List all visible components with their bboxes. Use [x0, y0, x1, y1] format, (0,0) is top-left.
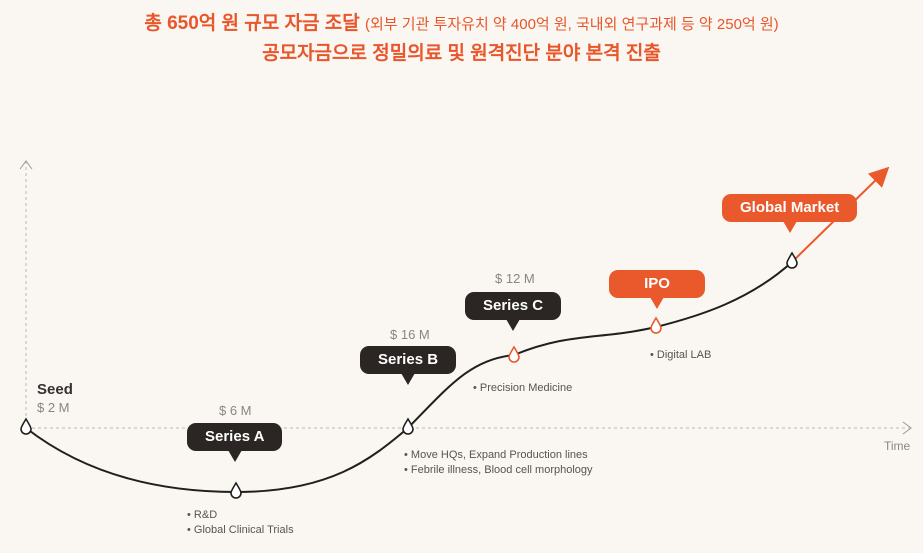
- series-b-marker-icon: [402, 417, 414, 435]
- seed-label: Seed: [37, 381, 73, 398]
- x-axis-label: Time: [884, 439, 911, 453]
- growth-curve: [25, 261, 793, 494]
- series-c-note-1: Precision Medicine: [473, 381, 572, 396]
- series-b-note-1: Move HQs, Expand Production lines: [404, 448, 588, 463]
- global-marker-icon: [786, 251, 798, 269]
- series-a-note-1: R&D: [187, 508, 217, 523]
- ipo-note-1: Digital LAB: [650, 348, 711, 363]
- ipo-marker-icon: [650, 316, 662, 334]
- series-b-note-2: Febrile illness, Blood cell morphology: [404, 463, 593, 478]
- seed-marker-icon: [20, 417, 32, 435]
- series-a-amount: $ 6 M: [219, 403, 252, 418]
- seed-amount: $ 2 M: [37, 400, 70, 415]
- series-c-amount: $ 12 M: [495, 271, 535, 286]
- series-c-marker-icon: [508, 345, 520, 363]
- headline-main: 총 650억 원 규모 자금 조달: [144, 13, 360, 34]
- headline-sub: (외부 기관 투자유치 약 400억 원, 국내외 연구과제 등 약 250억 …: [365, 16, 779, 33]
- series-b-amount: $ 16 M: [390, 327, 430, 342]
- ipo-bubble: IPO: [609, 270, 705, 309]
- series-a-note-2: Global Clinical Trials: [187, 523, 294, 538]
- y-axis-arrow-icon: [19, 160, 33, 170]
- series-a-marker-icon: [230, 481, 242, 499]
- headline-line-1: 총 650억 원 규모 자금 조달 (외부 기관 투자유치 약 400억 원, …: [0, 8, 923, 35]
- series-b-bubble: Series B: [360, 346, 457, 385]
- series-a-bubble: Series A: [187, 423, 283, 462]
- series-c-bubble: Series C: [465, 292, 562, 331]
- x-axis-arrow-icon: [902, 421, 912, 435]
- global-market-bubble: Global Market: [722, 194, 858, 233]
- headline-line-2: 공모자금으로 정밀의료 및 원격진단 분야 본격 진출: [262, 43, 661, 64]
